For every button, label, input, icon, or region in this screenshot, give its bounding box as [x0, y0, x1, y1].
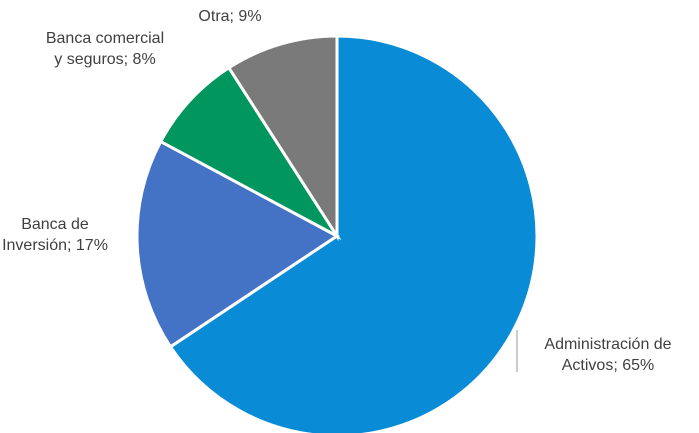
- pie-slice: [158, 65, 342, 241]
- pie-slice: [135, 139, 340, 349]
- slice-label: Administración de Activos; 65%: [544, 336, 672, 374]
- pie-slice: [226, 34, 339, 242]
- slice-label: Banca comercial y seguros; 8%: [45, 30, 165, 68]
- pie-slice: [168, 34, 539, 433]
- slice-label: Otra; 9%: [198, 8, 262, 25]
- slice-label: Banca de Inversión; 17%: [2, 216, 108, 254]
